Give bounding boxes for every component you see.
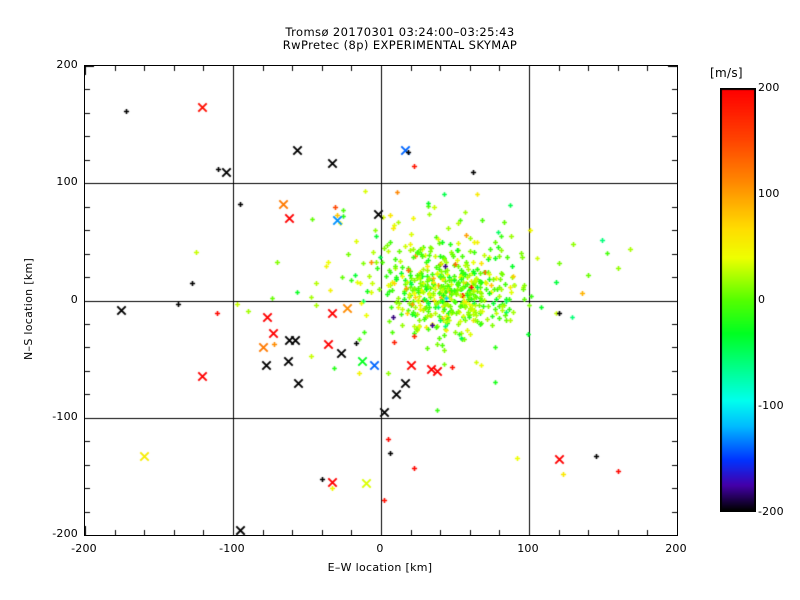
x-tick-label: -100 bbox=[219, 542, 245, 555]
plot-frame bbox=[84, 65, 678, 536]
colorbar-tick-label: 200 bbox=[758, 81, 780, 94]
x-axis-label: E–W location [km] bbox=[327, 561, 433, 574]
y-axis-label: N–S location [km] bbox=[22, 257, 35, 360]
y-tick-label: -200 bbox=[52, 527, 78, 540]
colorbar-tick-label: 0 bbox=[758, 293, 766, 306]
title-line-2: RwPretec (8p) EXPERIMENTAL SKYMAP bbox=[282, 38, 518, 52]
y-tick-label: -100 bbox=[52, 409, 78, 423]
colorbar-gradient bbox=[720, 88, 756, 512]
x-tick-label: 100 bbox=[517, 542, 539, 555]
colorbar-tick-label: -100 bbox=[758, 399, 784, 412]
x-tick-label: -200 bbox=[71, 542, 97, 555]
colorbar-tick-label: -200 bbox=[758, 505, 784, 518]
y-tick-label: 0 bbox=[70, 292, 78, 306]
title-line-1: Tromsø 20170301 03:24:00–03:25:43 bbox=[285, 25, 515, 39]
colorbar bbox=[720, 88, 756, 512]
y-tick-label: 200 bbox=[56, 58, 78, 71]
y-tick-label: 100 bbox=[56, 175, 78, 189]
colorbar-unit-label: [m/s] bbox=[710, 66, 743, 80]
x-tick-label: 200 bbox=[665, 542, 687, 555]
scatter-plot-canvas bbox=[85, 66, 677, 535]
plot-title: Tromsø 20170301 03:24:00–03:25:43 RwPret… bbox=[0, 26, 800, 52]
x-tick-label: 0 bbox=[376, 542, 384, 555]
colorbar-tick-label: 100 bbox=[758, 187, 780, 200]
